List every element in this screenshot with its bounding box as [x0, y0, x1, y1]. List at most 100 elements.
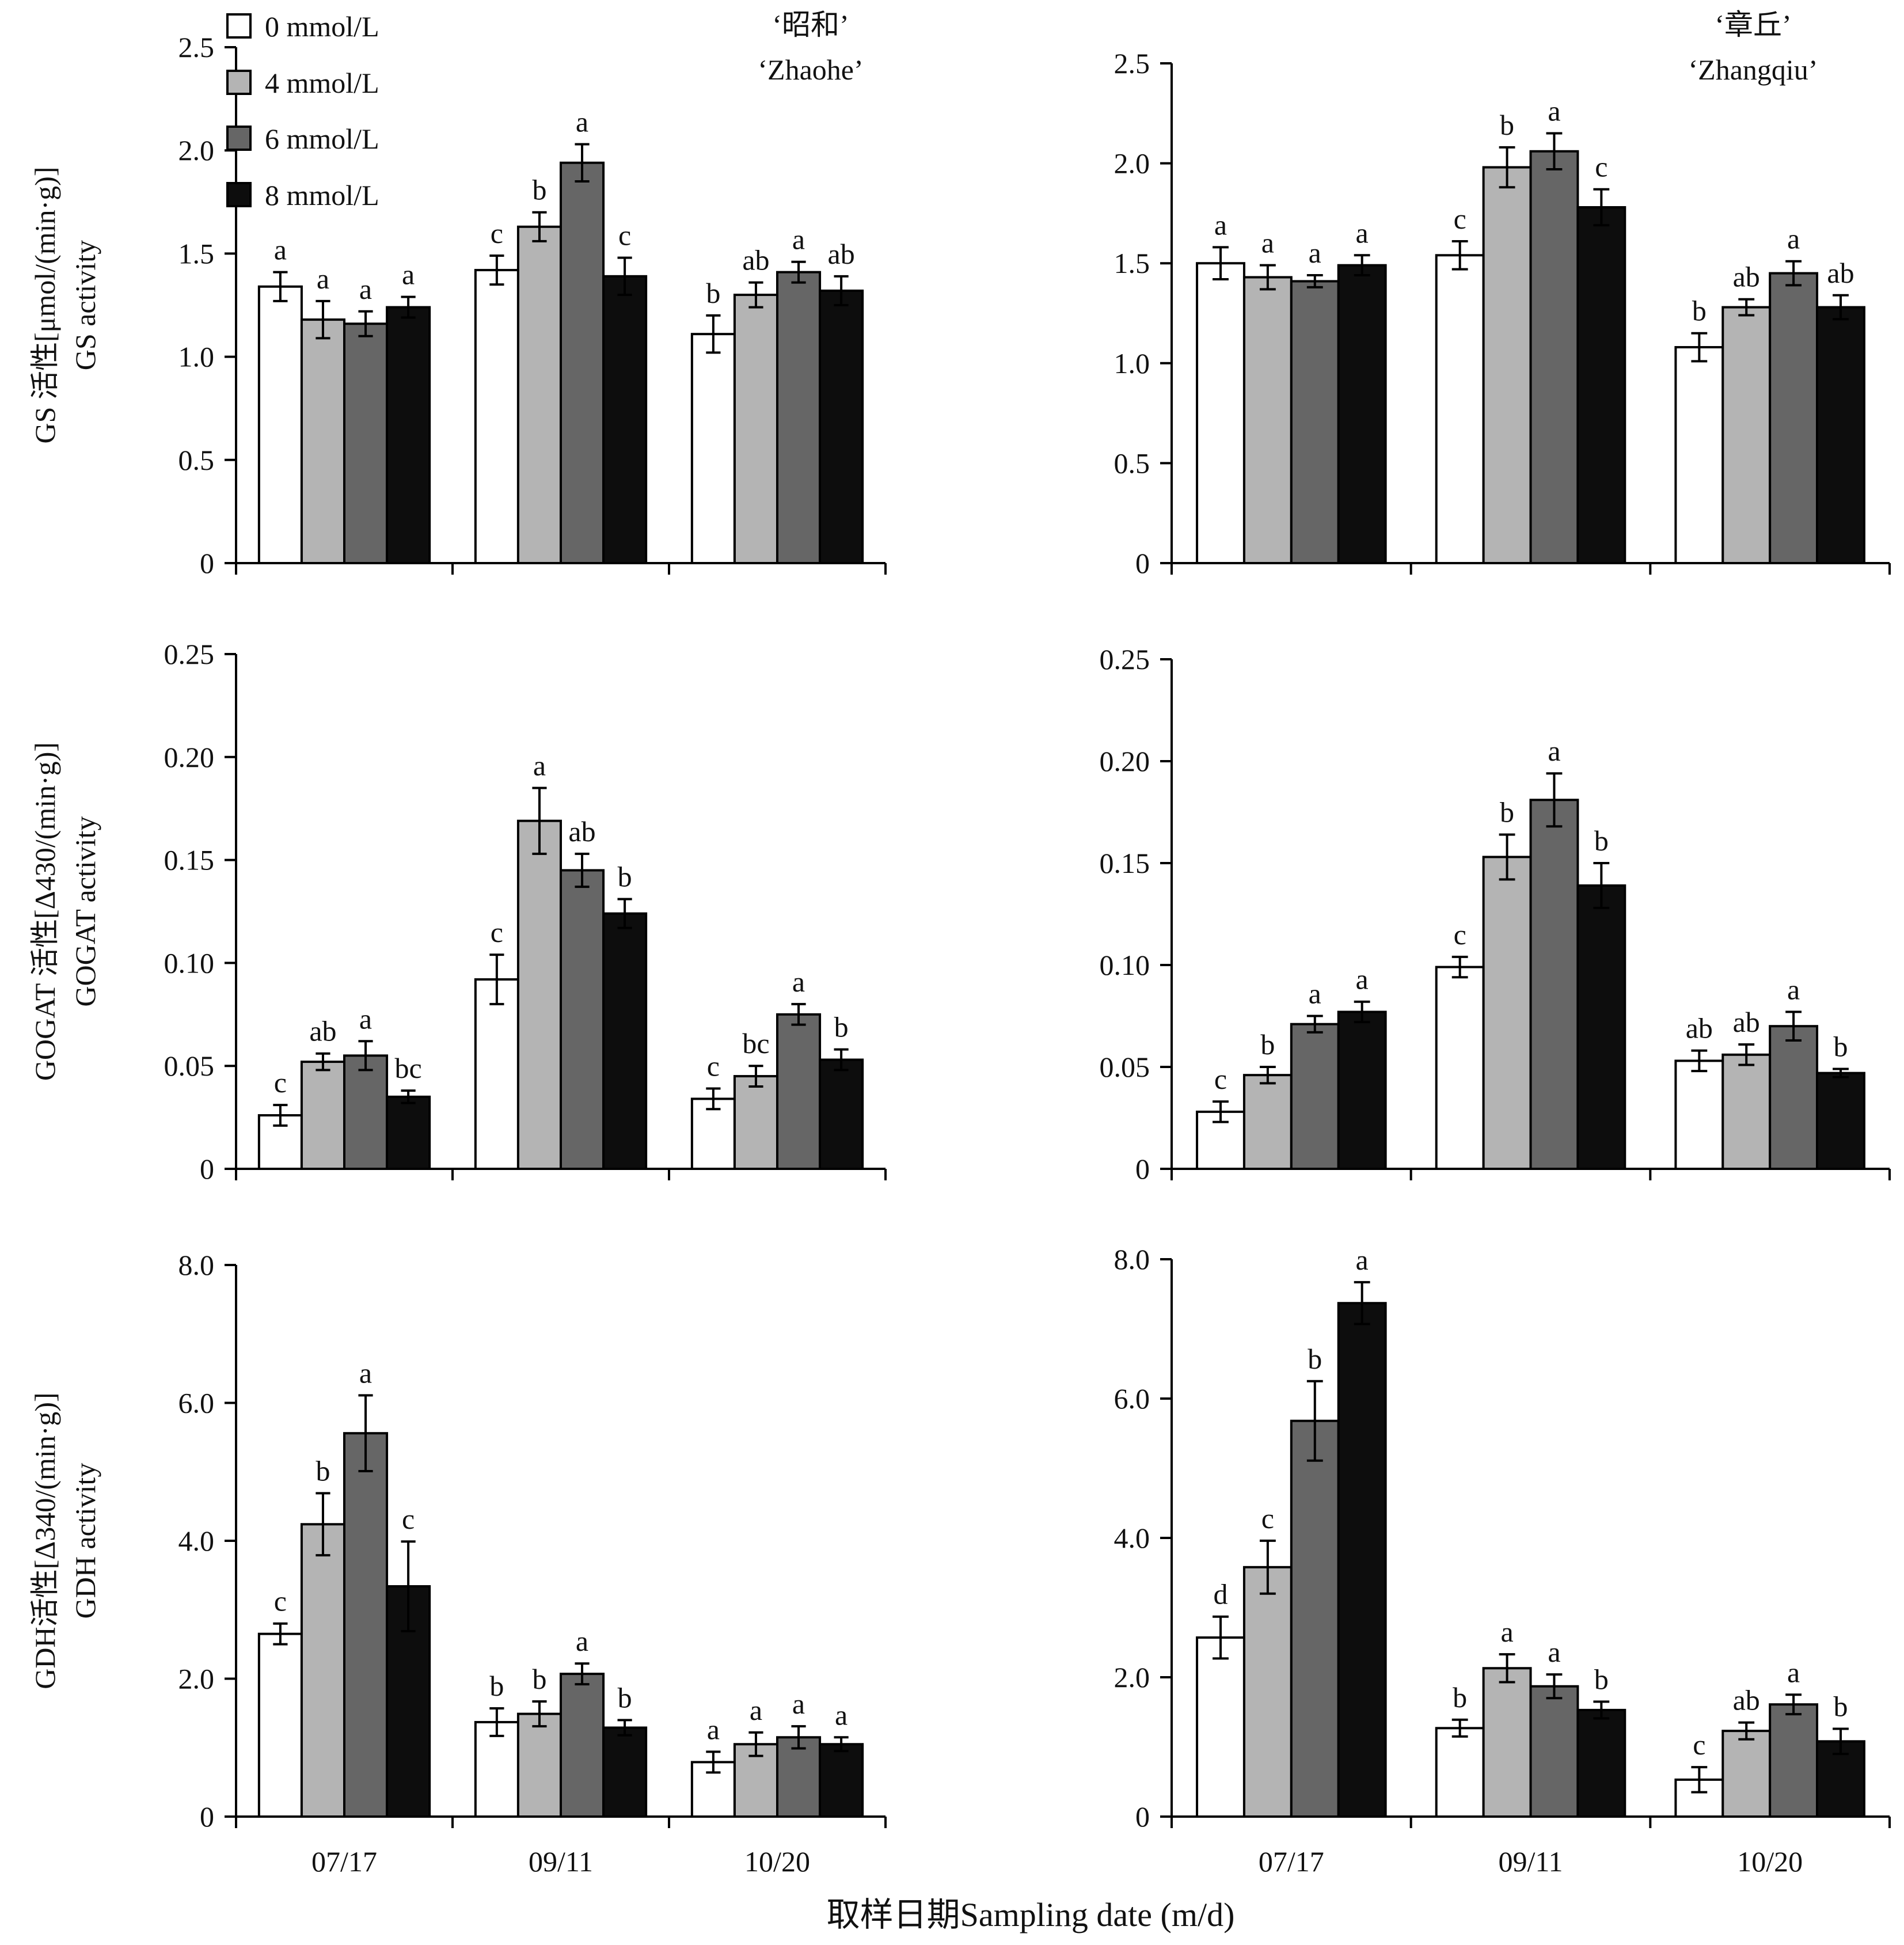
error-bar-gs-zhangqiu-2-0 [1691, 332, 1708, 363]
error-bar-gogat-zhangqiu-0-0 [1213, 1100, 1229, 1123]
error-bar-gogat-zhangqiu-1-0 [1451, 955, 1468, 979]
sig-letter-gs-zhaohe-2-1: ab [742, 244, 769, 276]
error-bar-gogat-zhaohe-0-2 [358, 1040, 373, 1072]
bar-gs-zhangqiu-0-3 [1337, 264, 1387, 564]
sig-letter-gogat-zhangqiu-0-2: a [1309, 978, 1321, 1010]
error-bar-gs-zhaohe-1-0 [489, 254, 504, 286]
error-bar-gs-zhangqiu-1-0 [1451, 240, 1468, 271]
sig-letter-gs-zhangqiu-0-2: a [1309, 237, 1321, 269]
y-tick-label-2: 1.0 [1114, 347, 1150, 379]
y-tick-label-5: 0.25 [164, 638, 215, 670]
error-bar-gdh-zhaohe-0-3 [401, 1540, 416, 1632]
bar-gs-zhangqiu-0-2 [1290, 280, 1340, 564]
sig-letter-gdh-zhaohe-0-1: b [316, 1454, 330, 1487]
sig-letter-gs-zhangqiu-1-2: a [1548, 95, 1560, 127]
error-bar-gogat-zhangqiu-2-1 [1738, 1043, 1755, 1066]
error-bar-gogat-zhangqiu-2-3 [1833, 1068, 1849, 1078]
sig-letter-gdh-zhangqiu-0-1: c [1261, 1502, 1274, 1534]
x-axis-title: 取样日期Sampling date (m/d) [827, 1896, 1235, 1933]
y-tick-label-3: 0.15 [164, 844, 215, 876]
error-bar-gogat-zhangqiu-0-1 [1259, 1066, 1276, 1085]
error-bar-gdh-zhaohe-0-2 [358, 1394, 373, 1473]
sig-letter-gogat-zhangqiu-2-2: a [1787, 973, 1800, 1005]
sig-letter-gogat-zhaohe-2-1: bc [742, 1027, 769, 1059]
error-bar-gdh-zhangqiu-2-0 [1691, 1766, 1708, 1794]
y-tick-label-1: 2.0 [178, 1663, 215, 1695]
y-tick-label-1: 0.05 [164, 1050, 215, 1082]
bar-gdh-zhangqiu-0-3 [1337, 1302, 1387, 1818]
sig-letter-gs-zhaohe-1-1: b [532, 174, 546, 206]
error-bar-gdh-zhangqiu-1-0 [1451, 1718, 1468, 1738]
sig-letter-gdh-zhaohe-1-2: a [576, 1625, 588, 1657]
bar-gogat-zhangqiu-1-3 [1576, 884, 1626, 1170]
sig-letter-gogat-zhaohe-2-3: b [834, 1011, 849, 1043]
bar-gogat-zhangqiu-0-1 [1242, 1074, 1293, 1171]
y-tick-label-4: 0.20 [1100, 745, 1150, 777]
panel-gdh-zhangqiu: 02.04.06.08.0dcba07/17baab09/11cabab10/2… [1114, 1243, 1891, 1878]
sig-letter-gogat-zhaohe-0-3: bc [395, 1052, 422, 1084]
error-bar-gdh-zhangqiu-0-3 [1354, 1281, 1370, 1325]
bar-gogat-zhaohe-2-0 [690, 1097, 736, 1171]
sig-letter-gs-zhaohe-2-3: ab [828, 238, 855, 270]
error-bar-gs-zhangqiu-2-2 [1785, 260, 1802, 287]
sig-letter-gogat-zhaohe-1-3: b [618, 861, 632, 893]
bar-gs-zhangqiu-2-0 [1674, 346, 1724, 564]
bar-gdh-zhangqiu-1-2 [1529, 1685, 1579, 1818]
error-bar-gdh-zhangqiu-1-2 [1546, 1673, 1563, 1700]
bar-gs-zhangqiu-1-3 [1576, 206, 1626, 564]
legend-label-0: 0 mmol/L [265, 10, 379, 43]
bar-gogat-zhangqiu-0-2 [1290, 1023, 1340, 1171]
sig-letter-gdh-zhangqiu-2-1: ab [1733, 1684, 1760, 1716]
bar-gdh-zhaohe-1-2 [560, 1673, 605, 1818]
bar-gogat-zhangqiu-1-2 [1529, 799, 1579, 1170]
error-bar-gs-zhaohe-2-0 [706, 314, 721, 354]
legend-label-1: 4 mmol/L [265, 67, 379, 99]
sig-letter-gdh-zhangqiu-2-0: c [1693, 1729, 1705, 1761]
error-bar-gdh-zhaohe-0-1 [316, 1492, 330, 1557]
bar-gdh-zhangqiu-1-0 [1435, 1727, 1485, 1818]
bar-gdh-zhaohe-0-1 [300, 1523, 345, 1818]
sig-letter-gogat-zhangqiu-1-2: a [1548, 735, 1560, 767]
sig-letter-gdh-zhaohe-1-1: b [532, 1663, 546, 1695]
x-tick-label-1: 09/11 [1498, 1845, 1563, 1878]
y-tick-label-1: 0.05 [1100, 1051, 1150, 1083]
sig-letter-gs-zhangqiu-1-1: b [1500, 109, 1514, 141]
sig-letter-gogat-zhaohe-1-0: c [491, 916, 503, 948]
y-tick-label-2: 0.10 [164, 947, 215, 979]
bar-gs-zhaohe-2-2 [776, 271, 822, 564]
error-bar-gdh-zhaohe-2-1 [748, 1731, 763, 1757]
y-tick-label-3: 6.0 [1114, 1382, 1150, 1415]
legend: 0 mmol/L 4 mmol/L 6 mmol/L 8 mmol/L [226, 10, 379, 211]
sig-letter-gdh-zhangqiu-0-2: b [1308, 1343, 1322, 1375]
cultivar-en-zhangqiu: ‘Zhangqiu’ [1689, 54, 1818, 86]
error-bar-gogat-zhangqiu-0-3 [1354, 1000, 1370, 1024]
error-bar-gs-zhangqiu-1-2 [1546, 132, 1563, 171]
sig-letter-gogat-zhangqiu-0-1: b [1260, 1028, 1275, 1061]
sig-letter-gogat-zhaohe-1-1: a [533, 749, 546, 781]
sig-letter-gs-zhangqiu-1-3: c [1595, 151, 1607, 183]
bar-gdh-zhangqiu-2-2 [1769, 1703, 1819, 1818]
bar-gs-zhangqiu-1-0 [1435, 254, 1485, 564]
error-bar-gogat-zhangqiu-1-2 [1546, 772, 1563, 828]
sig-letter-gdh-zhaohe-0-3: c [402, 1503, 415, 1535]
sig-letter-gdh-zhaohe-0-0: c [274, 1585, 287, 1617]
sig-letter-gogat-zhangqiu-1-3: b [1594, 825, 1609, 857]
error-bar-gdh-zhangqiu-1-3 [1593, 1700, 1610, 1720]
sig-letter-gdh-zhangqiu-2-3: b [1833, 1691, 1848, 1723]
legend-entry-0: 0 mmol/L [226, 10, 379, 43]
x-tick-label-2: 10/20 [744, 1845, 810, 1878]
sig-letter-gs-zhaohe-0-3: a [402, 259, 415, 291]
sig-letter-gs-zhaohe-0-0: a [274, 234, 287, 266]
cultivar-cn-zhaohe: ‘昭和’ [772, 9, 849, 41]
sig-letter-gdh-zhaohe-2-2: a [792, 1688, 805, 1720]
sig-letter-gs-zhaohe-2-0: b [706, 277, 720, 309]
bar-gogat-zhaohe-1-2 [560, 869, 605, 1170]
error-bar-gs-zhaohe-2-1 [748, 281, 763, 309]
error-bar-gogat-zhangqiu-1-3 [1593, 862, 1610, 909]
sig-letter-gogat-zhaohe-2-0: c [707, 1050, 720, 1082]
sig-letter-gdh-zhaohe-1-3: b [618, 1681, 632, 1714]
bar-gs-zhaohe-2-3 [819, 289, 864, 564]
bar-gdh-zhaohe-2-3 [819, 1743, 864, 1818]
error-bar-gdh-zhaohe-1-3 [617, 1719, 632, 1737]
error-bar-gs-zhaohe-1-3 [617, 256, 632, 297]
